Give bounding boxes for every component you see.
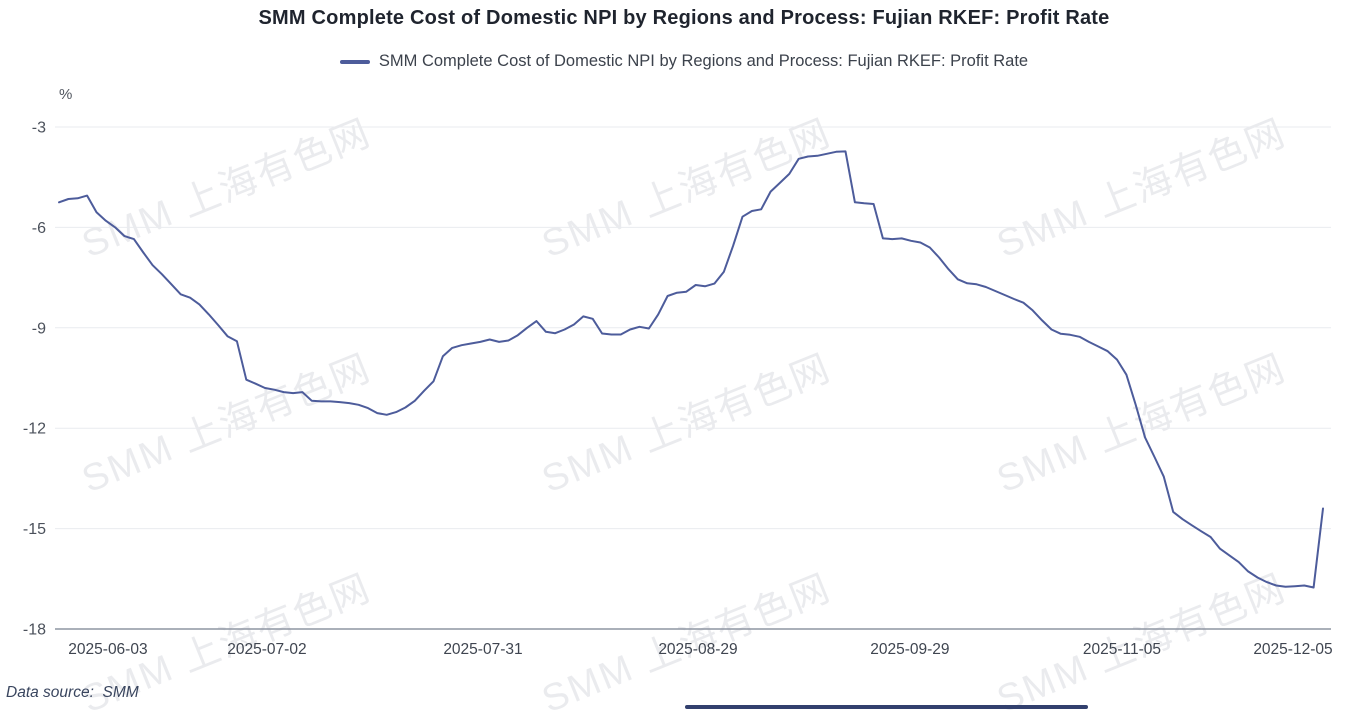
series-line bbox=[58, 150, 1324, 589]
x-tick-label: 2025-07-02 bbox=[227, 641, 306, 658]
legend-label: SMM Complete Cost of Domestic NPI by Reg… bbox=[378, 52, 1029, 70]
x-tick-label: 2025-12-05 bbox=[1253, 641, 1332, 658]
chart-title: SMM Complete Cost of Domestic NPI by Reg… bbox=[258, 7, 1110, 29]
x-tick-label: 2025-06-03 bbox=[68, 641, 147, 658]
x-tick-label: 2025-09-29 bbox=[870, 641, 949, 658]
y-axis-unit-label: % bbox=[59, 86, 73, 103]
y-tick-label: -12 bbox=[23, 421, 46, 438]
x-tick-label: 2025-08-29 bbox=[658, 641, 737, 658]
y-tick-label: -18 bbox=[23, 622, 46, 639]
data-source-label: Data source: SMM bbox=[6, 684, 139, 701]
y-tick-label: -3 bbox=[32, 120, 46, 137]
y-tick-label: -6 bbox=[32, 220, 46, 237]
x-tick-label: 2025-11-05 bbox=[1083, 641, 1161, 658]
y-tick-label: -15 bbox=[23, 521, 46, 538]
x-tick-label: 2025-07-31 bbox=[443, 641, 522, 658]
legend[interactable]: SMM Complete Cost of Domestic NPI by Reg… bbox=[0, 52, 1368, 71]
footer-accent-bar bbox=[685, 705, 1088, 709]
y-tick-label: -9 bbox=[32, 320, 46, 337]
legend-line-marker bbox=[339, 59, 370, 64]
